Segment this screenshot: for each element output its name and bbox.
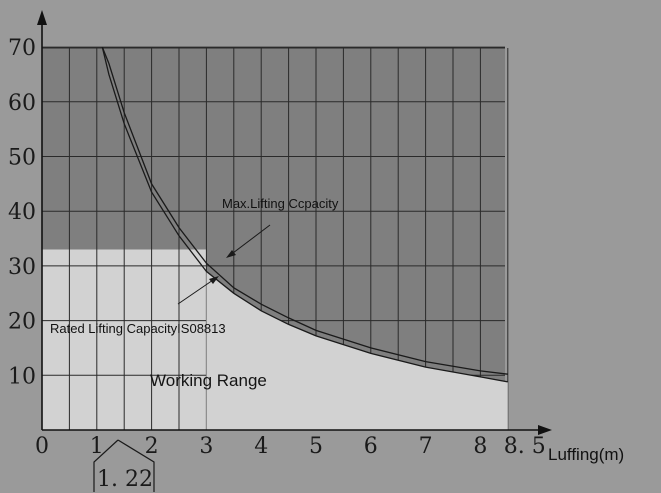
max-capacity-curve bbox=[101, 46, 508, 375]
x-tick-label: 2 bbox=[145, 434, 159, 459]
x-tick-labels: 0 1 2 3 4 5 6 7 8 8. 5 bbox=[35, 434, 546, 459]
callout-1-22: 1. 22 bbox=[93, 439, 155, 492]
x-tick-label: 3 bbox=[199, 434, 213, 459]
working-range-label: Working Range bbox=[150, 371, 267, 390]
y-axis-arrow bbox=[37, 10, 47, 25]
x-tick-label: 1 bbox=[90, 434, 104, 459]
y-tick-label: 40 bbox=[8, 200, 36, 225]
callout-label: 1. 22 bbox=[97, 467, 153, 492]
rated-capacity-curve bbox=[101, 46, 508, 383]
y-tick-label: 70 bbox=[8, 36, 36, 61]
x-tick-label: 4 bbox=[254, 434, 268, 459]
capacity-curves bbox=[101, 46, 508, 430]
x-tick-label: 8 bbox=[473, 434, 487, 459]
y-tick-label: 20 bbox=[8, 310, 36, 335]
y-tick-label: 60 bbox=[8, 91, 36, 116]
x-tick-label: 6 bbox=[364, 434, 378, 459]
working-range-fill bbox=[206, 271, 508, 430]
x-tick-label: 8. 5 bbox=[504, 434, 546, 459]
rated-capacity-label: Rated Lifting CapacityIS08813 bbox=[50, 321, 226, 336]
x-tick-label: 5 bbox=[309, 434, 323, 459]
y-tick-labels: 10 20 30 40 50 60 70 bbox=[8, 36, 36, 389]
y-tick-label: 50 bbox=[8, 146, 36, 171]
annotation-arrows bbox=[177, 224, 271, 305]
callout-bracket bbox=[93, 439, 155, 492]
rated-arrow-head bbox=[209, 276, 219, 284]
x-tick-label: 0 bbox=[35, 434, 49, 459]
x-axis-label: Luffing(m) bbox=[548, 445, 624, 464]
rated-arrow-line bbox=[177, 277, 217, 305]
x-axis-arrow bbox=[538, 425, 552, 435]
y-tick-label: 10 bbox=[8, 364, 36, 389]
max-arrow-head bbox=[226, 250, 236, 258]
x-tick-label: 7 bbox=[419, 434, 433, 459]
max-capacity-label: Max.Lifting Ccpacity bbox=[222, 196, 339, 211]
max-arrow-line bbox=[228, 224, 271, 257]
y-tick-label: 30 bbox=[8, 255, 36, 280]
axes bbox=[37, 10, 552, 435]
